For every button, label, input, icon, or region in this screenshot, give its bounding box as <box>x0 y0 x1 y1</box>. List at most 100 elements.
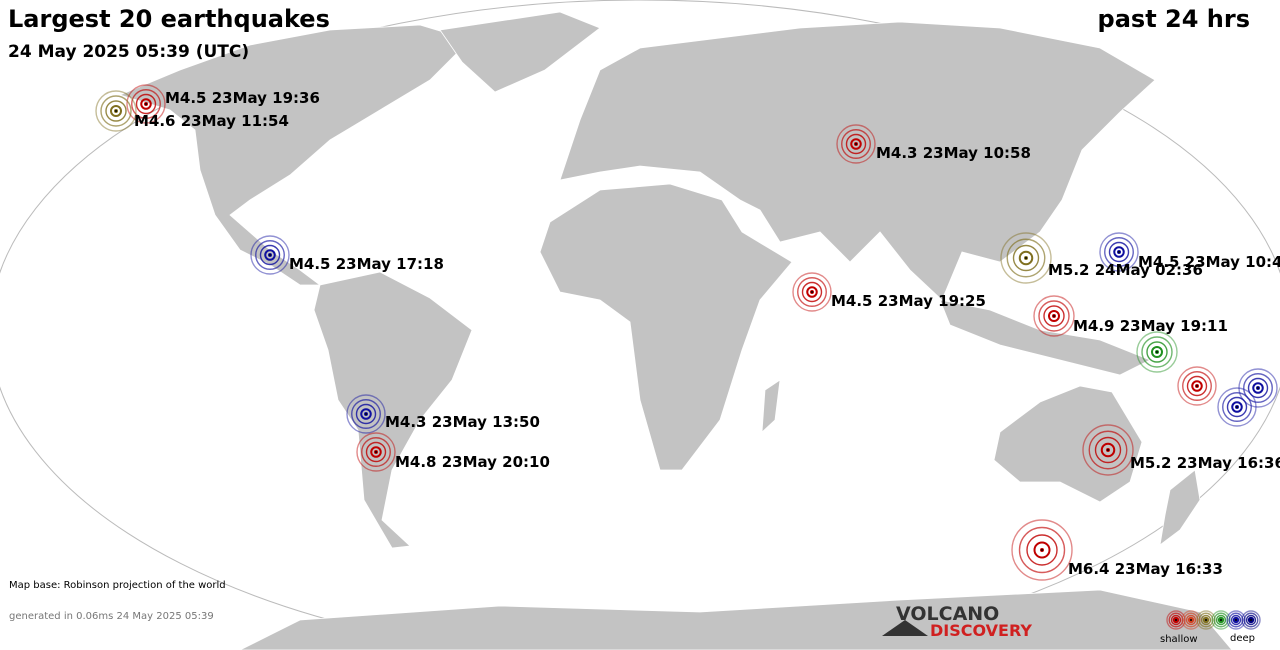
period: past 24 hrs <box>1098 5 1250 33</box>
quake-marker <box>346 394 386 434</box>
ring <box>1038 300 1070 332</box>
land <box>118 11 1233 650</box>
ring <box>140 98 152 110</box>
quake-marker <box>1177 366 1217 406</box>
epicenter <box>1204 618 1208 622</box>
ring <box>792 272 832 312</box>
ring <box>1202 616 1210 624</box>
quake-marker <box>792 272 832 312</box>
logo-mountain <box>882 620 928 636</box>
epicenter <box>1235 405 1239 409</box>
epicenter <box>1024 256 1028 260</box>
ring <box>1018 250 1034 266</box>
ring <box>1100 442 1116 458</box>
ring <box>1033 295 1075 337</box>
ring <box>131 89 161 119</box>
quake-marker <box>1211 610 1231 630</box>
ring <box>1141 336 1173 368</box>
quake-marker <box>250 235 290 275</box>
ring <box>1215 614 1227 626</box>
quake-label: M4.5 23May 19:36 <box>165 89 320 107</box>
ring <box>105 100 127 122</box>
ring <box>1241 610 1261 630</box>
quake-marker <box>1217 387 1257 427</box>
quake-marker <box>1000 232 1052 284</box>
ring <box>1226 610 1246 630</box>
quake-label: M5.2 23May 16:36 <box>1130 454 1280 472</box>
ring <box>361 437 391 467</box>
ring <box>836 124 876 164</box>
epicenter <box>1256 386 1260 390</box>
ring <box>1033 541 1051 559</box>
epicenter <box>1040 548 1044 552</box>
quake-marker <box>836 124 876 164</box>
ring <box>1187 616 1195 624</box>
ring <box>346 394 386 434</box>
title: Largest 20 earthquakes <box>8 5 330 33</box>
ring <box>365 441 387 463</box>
ring <box>1185 614 1197 626</box>
ring <box>1232 616 1240 624</box>
ring <box>1238 368 1278 408</box>
quake-marker <box>1099 232 1139 272</box>
epicenter <box>854 142 858 146</box>
ring <box>1108 241 1130 263</box>
logo: VOLCANO DISCOVERY <box>882 603 1032 640</box>
ring <box>356 432 396 472</box>
epicenter <box>1052 314 1056 318</box>
quake-marker <box>1166 610 1186 630</box>
quake-marker <box>1241 610 1261 630</box>
ring <box>1217 387 1257 427</box>
ring <box>1170 614 1182 626</box>
epicenter <box>1106 448 1110 452</box>
ring <box>126 84 166 124</box>
ring <box>797 277 827 307</box>
quake-label: M4.3 23May 13:50 <box>385 413 540 431</box>
epicenter <box>144 102 148 106</box>
ring <box>1018 526 1066 574</box>
ring <box>1048 310 1060 322</box>
ring <box>1082 424 1134 476</box>
ring <box>1012 244 1040 272</box>
logo-text: DISCOVERY <box>930 621 1032 640</box>
quake-marker <box>1181 610 1201 630</box>
ring <box>1228 612 1244 628</box>
ring <box>1026 534 1058 566</box>
ring <box>110 105 122 117</box>
ring <box>1181 610 1201 630</box>
ring <box>1006 238 1046 278</box>
ring <box>845 133 867 155</box>
quake-marker <box>1033 295 1075 337</box>
generated-note: generated in 0.06ms 24 May 2025 05:39 <box>9 611 214 622</box>
quake-marker <box>1196 610 1216 630</box>
ring <box>1217 616 1225 624</box>
ring <box>1168 612 1184 628</box>
ring <box>1182 371 1212 401</box>
legend-label: shallow <box>1160 634 1198 645</box>
ring <box>806 286 818 298</box>
ring <box>1166 610 1186 630</box>
ring <box>1213 612 1229 628</box>
ring <box>255 240 285 270</box>
epicenter <box>1155 350 1159 354</box>
quake-marker <box>1238 368 1278 408</box>
ring <box>1088 430 1128 470</box>
ring <box>1177 366 1217 406</box>
ring <box>1243 612 1259 628</box>
quake-marker <box>1011 519 1073 581</box>
ring <box>1094 436 1122 464</box>
ring <box>1247 616 1255 624</box>
ring <box>1191 380 1203 392</box>
epicenter <box>1249 618 1253 622</box>
quake-label: M4.5 23May 17:18 <box>289 255 444 273</box>
quake-labels: M4.5 23May 19:36 M4.6 23May 11:54 M4.3 2… <box>134 89 1280 578</box>
quake-label: M4.6 23May 11:54 <box>134 112 289 130</box>
ring <box>1196 610 1216 630</box>
ring <box>841 129 871 159</box>
legend-label: deep <box>1230 633 1255 644</box>
quake-marker <box>126 84 166 124</box>
quake-label: M4.5 23May 19:25 <box>831 292 986 310</box>
subtitle: 24 May 2025 05:39 (UTC) <box>8 42 249 62</box>
quake-label: M4.8 23May 20:10 <box>395 453 550 471</box>
